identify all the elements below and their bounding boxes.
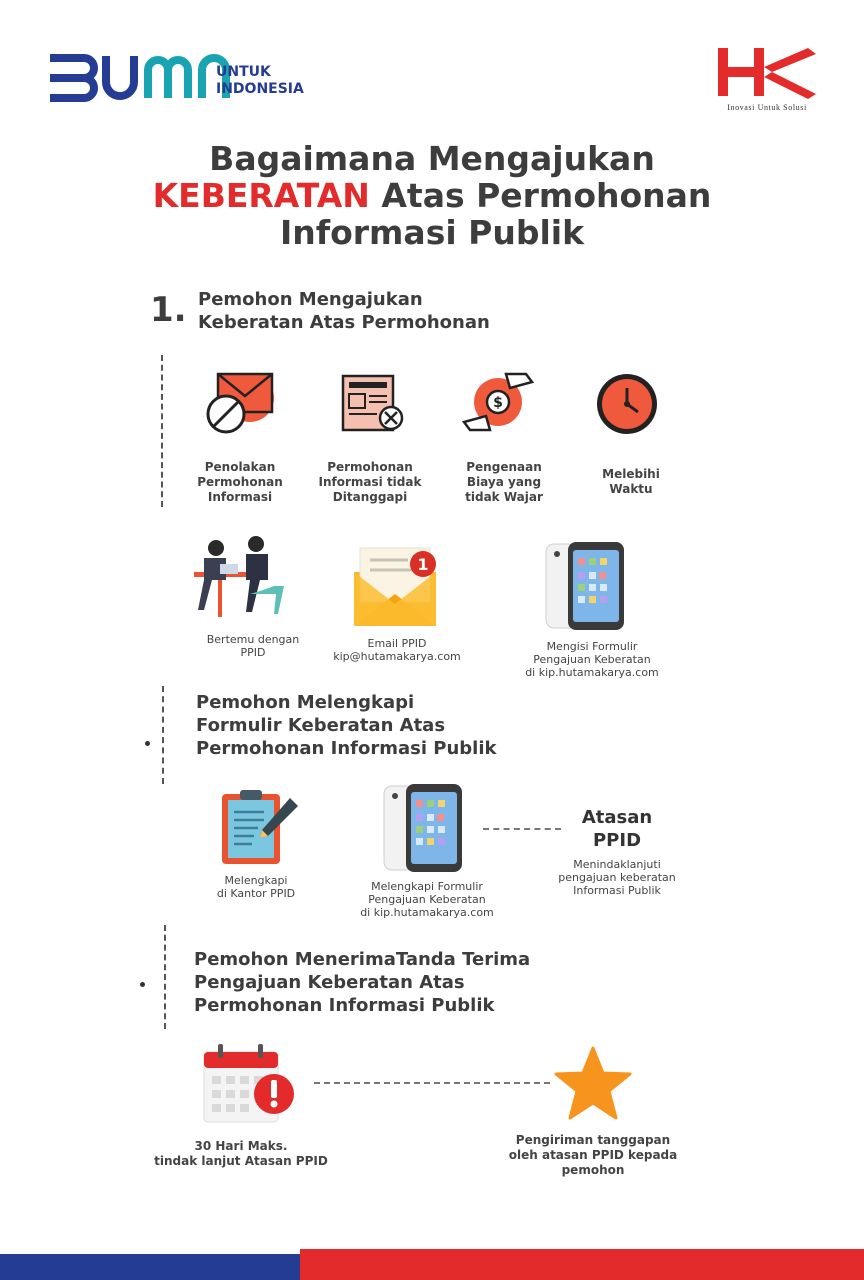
bumn-tagline: UNTUK INDONESIA — [216, 64, 304, 98]
document-rejected-icon — [337, 368, 411, 438]
channel-3-line1: Mengisi Formulir — [546, 640, 638, 653]
step1-heading: Pemohon Mengajukan Keberatan Atas Permoh… — [198, 288, 490, 334]
reason-3-line2: Biaya yang — [466, 475, 542, 489]
channel-caption-2: Email PPID kip@hutamakarya.com — [322, 637, 472, 663]
step1-connector — [161, 355, 163, 507]
step2-item-caption-1: Melengkapi di Kantor PPID — [186, 874, 326, 900]
reason-2-line3: Ditanggapi — [332, 490, 408, 504]
bumn-tagline-line1: UNTUK — [216, 64, 271, 80]
star-icon — [554, 1046, 632, 1120]
reason-4-line2: Waktu — [609, 482, 653, 496]
bumn-logo: UNTUK INDONESIA — [48, 50, 318, 105]
step2-item-2-line2: Pengajuan Keberatan — [368, 893, 486, 906]
reason-1-line3: Informasi — [207, 490, 273, 504]
response-caption-line3: pemohon — [561, 1163, 625, 1177]
reason-caption-2: Permohonan Informasi tidak Ditanggapi — [308, 460, 432, 505]
money-hand-icon: $ — [462, 368, 536, 438]
step3-heading-line2: Pengajuan Keberatan Atas — [194, 972, 465, 993]
meeting-icon — [190, 532, 286, 624]
title-line2: KEBERATAN Atas Permohonan — [0, 177, 864, 214]
response-caption: Pengiriman tanggapan oleh atasan PPID ke… — [488, 1133, 698, 1178]
step2-item-2-line1: Melengkapi Formulir — [371, 880, 483, 893]
bumn-wordmark-icon — [50, 54, 230, 102]
calendar-caption: 30 Hari Maks. tindak lanjut Atasan PPID — [136, 1139, 346, 1169]
reason-caption-3: Pengenaan Biaya yang tidak Wajar — [444, 460, 564, 505]
calendar-alert-icon — [198, 1040, 298, 1126]
step2-item-caption-2: Melengkapi Formulir Pengajuan Keberatan … — [352, 880, 502, 919]
step3-link-line — [314, 1082, 550, 1084]
ppid-description: Menindaklanjuti pengajuan keberatan Info… — [540, 858, 694, 897]
channel-1-line2: PPID — [240, 646, 266, 659]
step2-connector — [162, 686, 164, 784]
page-title: Bagaimana Mengajukan KEBERATAN Atas Perm… — [0, 140, 864, 251]
clipboard-pen-icon — [218, 786, 302, 866]
channel-3-line3: di kip.hutamakarya.com — [525, 666, 659, 679]
reason-4-line1: Melebihi — [602, 467, 660, 481]
reason-3-line3: tidak Wajar — [465, 490, 543, 504]
step3-connector — [164, 925, 166, 1029]
bumn-tagline-line2: INDONESIA — [216, 81, 304, 97]
channel-caption-3: Mengisi Formulir Pengajuan Keberatan di … — [517, 640, 667, 679]
reason-1-line1: Penolakan — [204, 460, 276, 474]
step2-heading-line2: Formulir Keberatan Atas — [196, 715, 446, 736]
step3-bullet — [140, 982, 145, 987]
calendar-caption-line1: 30 Hari Maks. — [194, 1139, 288, 1153]
step-number-1: 1. — [150, 290, 187, 330]
svg-text:$: $ — [493, 395, 503, 411]
hk-tagline: Inovasi Untuk Solusi — [727, 103, 807, 112]
title-line3: Informasi Publik — [279, 213, 585, 252]
response-caption-line1: Pengiriman tanggapan — [515, 1133, 671, 1147]
hk-mark-icon — [718, 48, 816, 99]
email-badge — [410, 551, 436, 577]
step3-heading-line3: Permohonan Informasi Publik — [194, 995, 495, 1016]
step2-bullet — [145, 741, 150, 746]
reason-caption-1: Penolakan Permohonan Informasi — [180, 460, 300, 505]
step2-item-1-line1: Melengkapi — [224, 874, 288, 887]
channel-1-line1: Bertemu dengan — [206, 633, 300, 646]
ppid-desc-line2: pengajuan keberatan — [558, 871, 676, 884]
calendar-caption-line2: tindak lanjut Atasan PPID — [154, 1154, 328, 1168]
step3-heading-line1: Pemohon MenerimaTanda Terima — [194, 949, 531, 970]
hk-logo: Inovasi Untuk Solusi — [712, 44, 822, 119]
reason-2-line2: Informasi tidak — [318, 475, 422, 489]
title-line2-rest: Atas Permohonan — [369, 176, 712, 215]
reason-3-line1: Pengenaan — [466, 460, 542, 474]
reason-caption-4: Melebihi Waktu — [576, 467, 686, 497]
step2-heading: Pemohon Melengkapi Formulir Keberatan At… — [196, 691, 496, 760]
phone-form-icon-2 — [382, 784, 462, 872]
step1-heading-line2: Keberatan Atas Permohonan — [198, 312, 490, 333]
ppid-title: Atasan PPID — [560, 806, 674, 852]
step3-heading: Pemohon MenerimaTanda Terima Pengajuan K… — [194, 948, 530, 1017]
ppid-desc-line1: Menindaklanjuti — [573, 858, 661, 871]
channel-3-line2: Pengajuan Keberatan — [533, 653, 651, 666]
channel-2-line1: Email PPID — [367, 637, 427, 650]
title-line1: Bagaimana Mengajukan — [209, 139, 655, 178]
ppid-title-line1: Atasan — [581, 807, 653, 828]
step2-heading-line3: Permohonan Informasi Publik — [196, 738, 497, 759]
footer-bar-red — [300, 1249, 864, 1280]
channel-caption-1: Bertemu dengan PPID — [183, 633, 323, 659]
response-caption-line2: oleh atasan PPID kepada — [508, 1148, 678, 1162]
footer-bar-blue — [0, 1254, 300, 1280]
step2-link-line — [483, 828, 561, 830]
step2-item-2-line3: di kip.hutamakarya.com — [360, 906, 494, 919]
title-accent: KEBERATAN — [152, 176, 370, 215]
step2-item-1-line2: di Kantor PPID — [216, 887, 296, 900]
channel-2-line2: kip@hutamakarya.com — [333, 650, 461, 663]
ppid-desc-line3: Informasi Publik — [573, 884, 661, 897]
reason-2-line1: Permohonan — [327, 460, 413, 474]
email-notification-icon: 1 — [348, 542, 440, 628]
reason-1-line2: Permohonan — [197, 475, 283, 489]
email-badge-count: 1 — [417, 555, 428, 574]
ppid-title-line2: PPID — [592, 830, 642, 851]
clock-icon — [594, 372, 660, 436]
phone-form-icon — [544, 542, 624, 630]
step2-heading-line1: Pemohon Melengkapi — [196, 692, 415, 713]
step1-heading-line1: Pemohon Mengajukan — [198, 289, 423, 310]
envelope-rejected-icon — [202, 368, 276, 438]
